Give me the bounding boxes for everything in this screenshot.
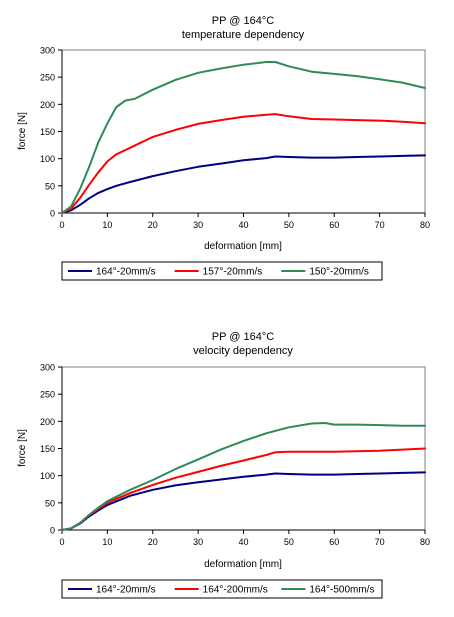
x-axis-label: deformation [mm] — [204, 241, 282, 252]
x-tick-label: 30 — [193, 537, 203, 547]
x-tick-label: 0 — [59, 537, 64, 547]
y-axis-label: force [N] — [17, 429, 28, 467]
x-axis-label: deformation [mm] — [204, 559, 282, 570]
series-line-2 — [61, 113, 426, 214]
series-line-3 — [61, 422, 426, 531]
y-tick-label: 50 — [45, 498, 55, 508]
plot-frame — [61, 49, 426, 214]
chart-subtitle: velocity dependency — [193, 345, 293, 357]
x-tick-label: 60 — [329, 537, 339, 547]
legend: 164°-20mm/s 164°-200mm/s 164°-500mm/s — [61, 579, 383, 599]
x-tick-label: 10 — [102, 220, 112, 230]
legend-label: 164°-200mm/s — [203, 585, 268, 596]
legend-box — [61, 579, 383, 599]
legend-label: 150°-20mm/s — [309, 267, 369, 278]
y-tick-label: 200 — [40, 417, 55, 427]
chart-subtitle: temperature dependency — [182, 29, 305, 41]
x-tick-label: 40 — [238, 537, 248, 547]
plot-frame — [61, 366, 426, 531]
x-tick-label: 50 — [284, 220, 294, 230]
chart-title: PP @ 164°C — [212, 15, 275, 27]
legend-box — [61, 261, 383, 281]
y-tick-label: 300 — [40, 46, 55, 56]
x-tick-label: 60 — [329, 220, 339, 230]
y-tick-label: 150 — [40, 127, 55, 137]
x-tick-label: 10 — [102, 537, 112, 547]
series-line-2 — [61, 447, 426, 531]
legend-label: 157°-20mm/s — [203, 267, 263, 278]
x-tick-label: 20 — [148, 537, 158, 547]
series-line-1 — [61, 471, 426, 531]
x-tick-label: 50 — [284, 537, 294, 547]
y-tick-label: 150 — [40, 444, 55, 454]
series-line-1 — [61, 154, 426, 214]
series-line-3 — [61, 61, 426, 214]
legend-label: 164°-500mm/s — [309, 585, 374, 596]
x-tick-label: 30 — [193, 220, 203, 230]
y-tick-label: 0 — [50, 209, 55, 219]
x-tick-label: 0 — [59, 220, 64, 230]
plot-area: 0 50 100 150 200 250 300 0 10 20 30 40 50 60 70 80 — [40, 363, 430, 548]
y-tick-label: 300 — [40, 363, 55, 373]
chart-velocity-dependency: PP @ 164°C velocity dependency deformati… — [17, 331, 430, 599]
x-tick-label: 70 — [375, 537, 385, 547]
y-tick-label: 100 — [40, 154, 55, 164]
legend-label: 164°-20mm/s — [96, 267, 156, 278]
x-tick-label: 70 — [375, 220, 385, 230]
y-tick-label: 50 — [45, 181, 55, 191]
x-tick-label: 80 — [420, 537, 430, 547]
legend: 164°-20mm/s 157°-20mm/s 150°-20mm/s — [61, 261, 383, 281]
y-tick-label: 250 — [40, 390, 55, 400]
y-axis-label: force [N] — [17, 112, 28, 150]
x-tick-label: 80 — [420, 220, 430, 230]
y-tick-label: 0 — [50, 526, 55, 536]
chart-title: PP @ 164°C — [212, 331, 275, 343]
y-tick-label: 250 — [40, 73, 55, 83]
x-tick-label: 20 — [148, 220, 158, 230]
chart-temperature-dependency: PP @ 164°C temperature dependency deform… — [17, 15, 430, 281]
legend-label: 164°-20mm/s — [96, 585, 156, 596]
x-tick-label: 40 — [238, 220, 248, 230]
y-tick-label: 100 — [40, 471, 55, 481]
y-tick-label: 200 — [40, 100, 55, 110]
plot-area: 0 50 100 150 200 250 300 0 10 20 30 40 50 60 70 80 — [40, 46, 430, 231]
